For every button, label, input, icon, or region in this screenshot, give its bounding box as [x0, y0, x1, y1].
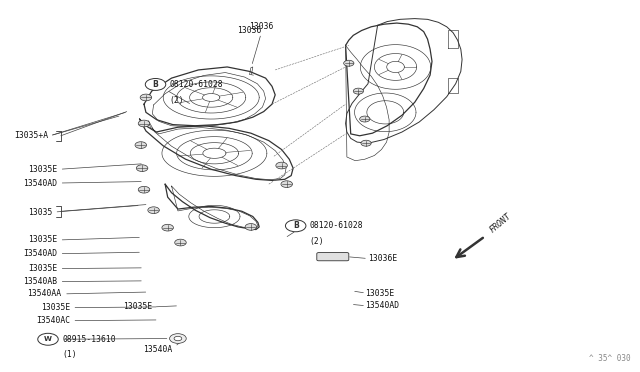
- Circle shape: [344, 60, 354, 66]
- Circle shape: [281, 181, 292, 187]
- Text: 13036E: 13036E: [368, 254, 397, 263]
- Text: 13035E: 13035E: [365, 289, 394, 298]
- Circle shape: [360, 116, 370, 122]
- Circle shape: [174, 336, 182, 341]
- Text: (1): (1): [62, 350, 77, 359]
- Text: 08120-61028: 08120-61028: [310, 221, 364, 230]
- Text: B: B: [293, 221, 298, 230]
- Circle shape: [162, 224, 173, 231]
- Text: 13540AD: 13540AD: [24, 179, 58, 187]
- Text: 13540A: 13540A: [143, 345, 173, 354]
- Text: B: B: [153, 80, 158, 89]
- Text: I3035+A: I3035+A: [14, 131, 48, 140]
- Circle shape: [361, 140, 371, 146]
- Text: 13035E: 13035E: [41, 303, 70, 312]
- Circle shape: [276, 162, 287, 169]
- Circle shape: [140, 94, 152, 101]
- Text: 13035E: 13035E: [28, 165, 58, 174]
- Circle shape: [175, 239, 186, 246]
- Text: I3540AC: I3540AC: [36, 316, 70, 325]
- Text: 08915-13610: 08915-13610: [62, 335, 116, 344]
- Text: FRONT: FRONT: [488, 211, 513, 234]
- Text: 13540AB: 13540AB: [24, 277, 58, 286]
- Text: 13540AD: 13540AD: [365, 301, 399, 310]
- Text: ^ 35^ 030: ^ 35^ 030: [589, 354, 630, 363]
- Circle shape: [353, 88, 364, 94]
- Circle shape: [38, 333, 58, 345]
- Text: 13036: 13036: [249, 22, 273, 31]
- Text: I3035E: I3035E: [28, 264, 58, 273]
- Circle shape: [285, 220, 306, 232]
- Circle shape: [170, 334, 186, 343]
- Text: 13035E: 13035E: [28, 235, 58, 244]
- Circle shape: [145, 78, 166, 90]
- Circle shape: [136, 165, 148, 171]
- Circle shape: [245, 224, 257, 230]
- Circle shape: [148, 207, 159, 214]
- FancyBboxPatch shape: [317, 253, 349, 261]
- Text: 13540AA: 13540AA: [28, 289, 61, 298]
- Text: 13035: 13035: [28, 208, 52, 217]
- Text: W: W: [44, 336, 52, 342]
- Circle shape: [138, 186, 150, 193]
- Circle shape: [138, 120, 150, 127]
- Circle shape: [135, 142, 147, 148]
- Text: 13036: 13036: [237, 26, 261, 35]
- Text: I3540AD: I3540AD: [24, 249, 58, 258]
- Text: (2): (2): [170, 96, 184, 105]
- Text: 13035E: 13035E: [123, 302, 152, 311]
- Text: 08120-61028: 08120-61028: [170, 80, 223, 89]
- Text: (2): (2): [310, 237, 324, 246]
